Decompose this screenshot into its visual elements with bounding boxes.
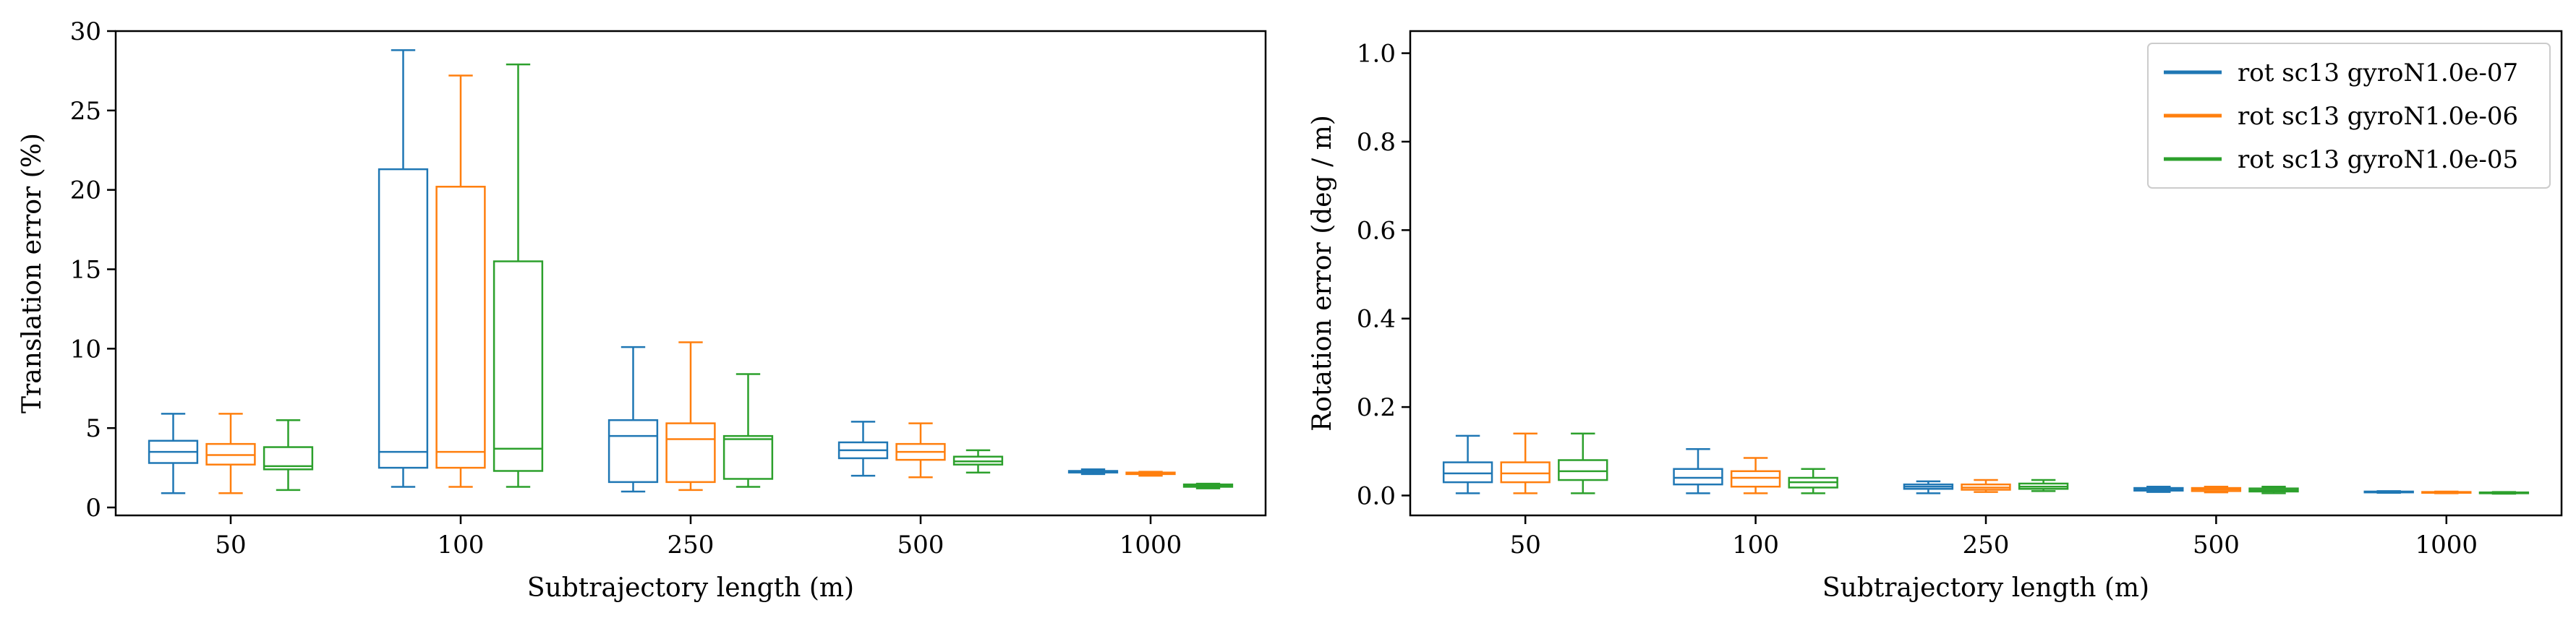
box-plot bbox=[952, 449, 1004, 473]
legend-label: rot sc13 gyroN1.0e-06 bbox=[2238, 102, 2518, 131]
legend: rot sc13 gyroN1.0e-07 rot sc13 gyroN1.0e… bbox=[2147, 43, 2551, 189]
y-tick-label: 1.0 bbox=[1357, 40, 1396, 69]
interquartile-box bbox=[435, 186, 486, 469]
y-tick-label: 0.6 bbox=[1357, 216, 1396, 245]
x-tick-label: 250 bbox=[1963, 531, 2010, 559]
box-plot bbox=[263, 419, 314, 492]
box-plot bbox=[148, 413, 199, 494]
box-plot bbox=[1067, 468, 1119, 476]
box-plot bbox=[2421, 490, 2472, 494]
box-plot bbox=[1558, 432, 1608, 494]
box-plot bbox=[837, 421, 889, 477]
rotation-error-boxes bbox=[1442, 432, 2530, 495]
x-tick-label: 100 bbox=[438, 531, 485, 559]
y-tick-label: 5 bbox=[85, 414, 101, 443]
interquartile-box bbox=[492, 260, 544, 472]
box-plot bbox=[665, 341, 716, 492]
box-plot bbox=[1788, 468, 1838, 494]
box-plot bbox=[2133, 485, 2184, 493]
box-plot bbox=[205, 413, 256, 494]
x-tick-label: 250 bbox=[668, 531, 715, 559]
interquartile-box bbox=[1730, 470, 1781, 488]
rotation-error-x-axis-label: Subtrajectory length (m) bbox=[1822, 573, 2149, 603]
box-plot bbox=[1500, 432, 1551, 494]
box-plot bbox=[1673, 447, 1723, 494]
box-plot bbox=[2478, 491, 2530, 495]
box-plot bbox=[722, 373, 774, 488]
interquartile-box bbox=[722, 434, 774, 480]
y-tick-label: 20 bbox=[70, 176, 101, 205]
x-tick-label: 1000 bbox=[2415, 531, 2478, 559]
rotation-error-panel: 0.0 0.2 0.4 0.6 0.8 1.0 50 100 250 500 1000 Subtra… bbox=[1308, 30, 2563, 603]
y-tick-label: 15 bbox=[70, 256, 101, 285]
legend-entry: rot sc13 gyroN1.0e-07 bbox=[2164, 59, 2518, 87]
translation-error-panel: 0 5 10 15 20 25 30 50 100 250 500 1000 Subtrajector… bbox=[17, 17, 1267, 603]
box-plot bbox=[492, 63, 544, 488]
y-tick-label: 0 bbox=[85, 494, 101, 523]
interquartile-box bbox=[1500, 461, 1551, 484]
interquartile-box bbox=[1673, 468, 1723, 486]
translation-error-axes-frame bbox=[114, 30, 1267, 517]
box-plot bbox=[1125, 471, 1176, 477]
legend-entry: rot sc13 gyroN1.0e-06 bbox=[2164, 102, 2518, 131]
box-plot bbox=[1903, 480, 1954, 494]
translation-error-ticks: 0 5 10 15 20 25 30 50 100 250 500 1000 bbox=[70, 17, 1182, 559]
interquartile-box bbox=[263, 446, 314, 471]
interquartile-box bbox=[1558, 459, 1608, 481]
box-plot bbox=[607, 346, 659, 493]
box-plot bbox=[1442, 434, 1493, 494]
translation-error-y-axis-label: Translation error (%) bbox=[17, 133, 47, 413]
legend-label: rot sc13 gyroN1.0e-07 bbox=[2238, 59, 2518, 87]
box-plot bbox=[1961, 479, 2011, 493]
y-tick-label: 10 bbox=[70, 335, 101, 364]
x-tick-label: 50 bbox=[1510, 531, 1541, 559]
y-tick-label: 0.8 bbox=[1357, 128, 1396, 157]
interquartile-box bbox=[665, 422, 716, 484]
legend-entry: rot sc13 gyroN1.0e-05 bbox=[2164, 145, 2518, 174]
y-tick-label: 0.2 bbox=[1357, 393, 1396, 422]
box-plot bbox=[2248, 485, 2299, 494]
box-plot bbox=[895, 422, 946, 479]
y-tick-label: 0.4 bbox=[1357, 305, 1396, 334]
box-plot bbox=[378, 49, 429, 488]
legend-box bbox=[2147, 43, 2551, 189]
x-tick-label: 100 bbox=[1732, 531, 1779, 559]
box-plot bbox=[1730, 457, 1781, 494]
x-tick-label: 500 bbox=[2193, 531, 2240, 559]
rotation-error-y-axis-label: Rotation error (deg / m) bbox=[1308, 115, 1337, 432]
interquartile-box bbox=[378, 168, 429, 469]
legend-label: rot sc13 gyroN1.0e-05 bbox=[2238, 145, 2518, 174]
x-tick-label: 1000 bbox=[1119, 531, 1182, 559]
rotation-error-axes-frame bbox=[1409, 30, 2563, 517]
box-plot bbox=[1182, 482, 1234, 489]
y-tick-label: 0.0 bbox=[1357, 481, 1396, 510]
box-plot bbox=[2191, 485, 2242, 494]
x-tick-label: 50 bbox=[215, 531, 246, 559]
translation-error-boxes bbox=[148, 49, 1234, 494]
x-tick-label: 500 bbox=[897, 531, 944, 559]
box-plot bbox=[435, 74, 486, 488]
interquartile-box bbox=[607, 419, 659, 484]
rotation-error-ticks: 0.0 0.2 0.4 0.6 0.8 1.0 50 100 250 500 1000 bbox=[1357, 40, 2478, 559]
translation-error-x-axis-label: Subtrajectory length (m) bbox=[527, 573, 854, 603]
box-plot bbox=[2018, 479, 2069, 492]
y-tick-label: 25 bbox=[70, 97, 101, 126]
box-plot bbox=[2363, 490, 2414, 494]
interquartile-box bbox=[1442, 461, 1493, 484]
y-tick-label: 30 bbox=[70, 17, 101, 46]
